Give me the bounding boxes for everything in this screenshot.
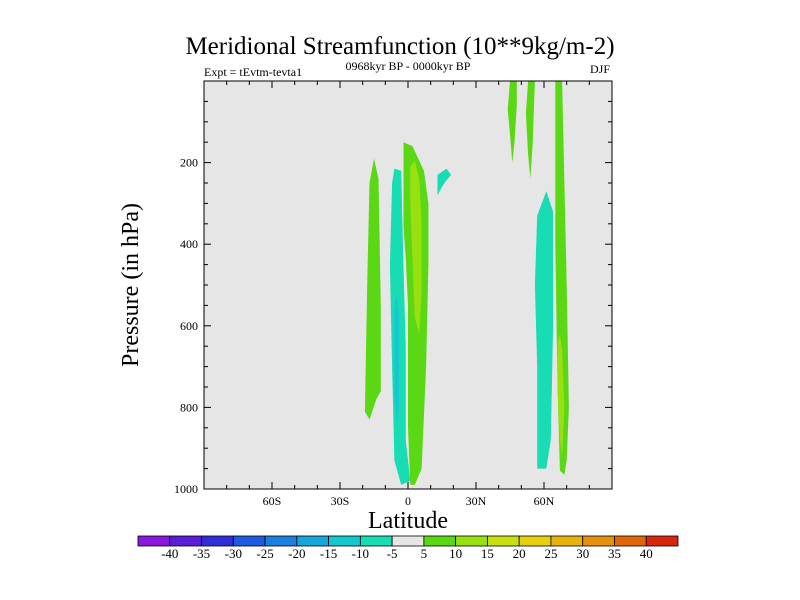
colorbar-box-14 — [550, 535, 584, 547]
colorbar-box-5 — [264, 535, 298, 547]
colorbar-label-6: -15 — [320, 546, 337, 561]
colorbar-label-11: 15 — [481, 546, 494, 561]
contour-region-4 — [389, 168, 411, 485]
colorbar-box-12 — [487, 535, 520, 547]
colorbar-label-2: -35 — [193, 546, 210, 561]
colorbar-box-11 — [455, 535, 488, 547]
colorbar-box-13 — [518, 535, 552, 547]
colorbar: -40 -35 -30 -25 -20 -15 -10 -5 5 10 15 20 25 30 35 40 — [137, 535, 679, 561]
chart-subtitle-right: DJF — [590, 62, 610, 76]
x-tick-label-3: 0 — [405, 494, 411, 508]
colorbar-box-9 — [391, 535, 425, 547]
y-tick-label-2: 400 — [180, 237, 198, 251]
x-tick-label-1: 60S — [263, 494, 282, 508]
chart-subtitle-left: Expt = tEvtm-tevta1 — [204, 65, 302, 79]
contour-region-8 — [507, 81, 517, 163]
colorbar-label-10: 10 — [449, 546, 462, 561]
colorbar-box-16 — [614, 535, 647, 547]
contour-region-11 — [557, 334, 565, 457]
y-tick-label-5: 1000 — [174, 482, 198, 496]
colorbar-box-6 — [296, 535, 329, 547]
y-tick-label-4: 800 — [180, 400, 198, 414]
contour-region-5 — [394, 293, 399, 424]
contour-region-1 — [534, 191, 554, 469]
colorbar-box-3 — [201, 535, 234, 547]
colorbar-label-7: -10 — [352, 546, 369, 561]
colorbar-label-16: 40 — [640, 546, 653, 561]
chart-subtitle-center: 0968kyr BP - 0000kyr BP — [346, 59, 471, 73]
x-tick-label-4: 30N — [466, 494, 487, 508]
colorbar-label-14: 30 — [576, 546, 589, 561]
y-tick-label-1: 200 — [180, 156, 198, 170]
colorbar-box-1 — [137, 535, 171, 547]
colorbar-label-4: -25 — [256, 546, 273, 561]
colorbar-box-17 — [645, 535, 679, 547]
x-tick-label-2: 30S — [331, 494, 350, 508]
colorbar-label-3: -30 — [225, 546, 242, 561]
colorbar-label-12: 20 — [513, 546, 526, 561]
colorbar-box-2 — [169, 535, 202, 547]
colorbar-label-5: -20 — [288, 546, 305, 561]
y-axis-label: Pressure (in hPa) — [118, 203, 144, 367]
x-axis-label: Latitude — [368, 508, 448, 534]
contour-region-9 — [525, 81, 535, 179]
colorbar-label-15: 35 — [608, 546, 621, 561]
contour-region-6 — [364, 158, 381, 420]
x-tick-label-5: 60N — [534, 494, 555, 508]
colorbar-box-15 — [582, 535, 615, 547]
colorbar-box-10 — [423, 535, 457, 547]
chart-title: Meridional Streamfunction (10**9kg/m-2) — [185, 33, 614, 60]
colorbar-label-1: -40 — [161, 546, 178, 561]
colorbar-label-8: -5 — [387, 546, 398, 561]
contour-region-7 — [437, 168, 452, 196]
y-tick-label-3: 600 — [180, 319, 198, 333]
colorbar-label-9: 5 — [421, 546, 428, 561]
colorbar-box-8 — [359, 535, 393, 547]
colorbar-box-4 — [232, 535, 266, 547]
plot-area: 60S 30S 0 30N 60N 200 400 600 800 1000 — [174, 80, 613, 508]
contour-region-3 — [410, 160, 422, 334]
colorbar-box-7 — [328, 535, 361, 547]
colorbar-label-13: 25 — [544, 546, 557, 561]
